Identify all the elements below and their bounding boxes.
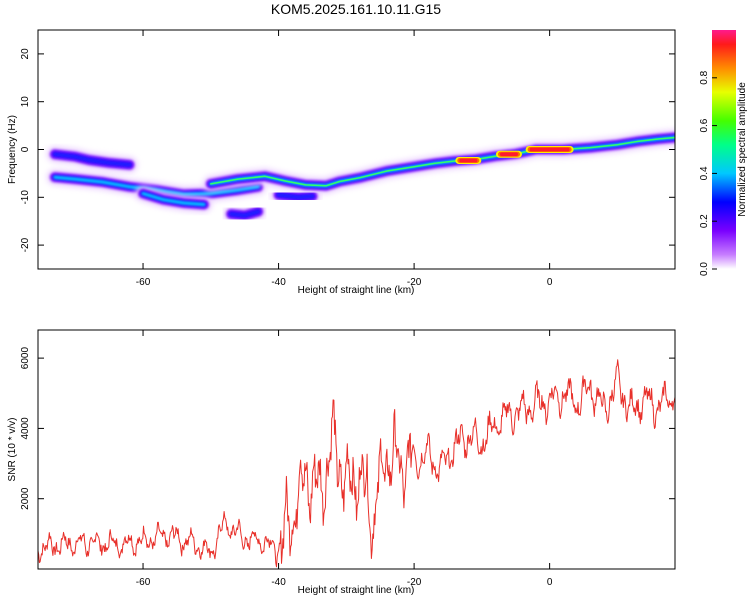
spectral-ridge xyxy=(228,209,261,218)
spectral-peak xyxy=(459,158,478,163)
snr-ylabel: SNR (10 * v/v) xyxy=(7,418,18,482)
y-tick-label: 4000 xyxy=(20,417,31,440)
snr-frame xyxy=(37,329,676,570)
spectral-ridge xyxy=(210,136,675,187)
colorbar-tick-label: 0.0 xyxy=(699,262,710,276)
y-tick-label: 10 xyxy=(20,96,31,108)
colorbar-gradient xyxy=(712,30,736,269)
y-tick-label: -20 xyxy=(20,237,31,252)
x-tick-label: 0 xyxy=(547,277,553,288)
colorbar-tick-label: 0.4 xyxy=(699,166,710,180)
snr-xlabel: Height of straight line (km) xyxy=(298,585,415,596)
colorbar-tick-label: 0.2 xyxy=(699,214,710,228)
snr-panel: -60 -40 -20 0 2000 4000 6000 SNR (10 * v/v) He… xyxy=(7,329,676,596)
x-tick-label: -60 xyxy=(136,277,151,288)
y-tick-label: 0 xyxy=(20,146,31,152)
colorbar: 0.0 0.2 0.4 0.6 0.8 Normalized spectral ampl… xyxy=(699,30,748,276)
y-tick-label: 20 xyxy=(20,48,31,60)
x-tick-label: -40 xyxy=(271,577,286,588)
spectrogram-ylabel: Frequency (Hz) xyxy=(7,115,18,184)
spectrogram-xlabel: Height of straight line (km) xyxy=(298,285,415,296)
y-tick-label: -10 xyxy=(20,190,31,205)
colorbar-tick-label: 0.8 xyxy=(699,70,710,84)
x-tick-label: 0 xyxy=(547,577,553,588)
y-tick-label: 6000 xyxy=(20,347,31,370)
snr-series-line xyxy=(38,359,675,568)
colorbar-label: Normalized spectral amplitude xyxy=(737,82,748,217)
colorbar-ticks: 0.0 0.2 0.4 0.6 0.8 xyxy=(699,70,717,276)
spectral-ridge xyxy=(141,192,206,206)
spectral-peak xyxy=(499,152,518,157)
spectrogram-ticks: -60 -40 -20 0 -20 -10 0 10 20 xyxy=(20,30,675,288)
spectrogram-heatmap xyxy=(46,129,675,224)
snr-ticks: -60 -40 -20 0 2000 4000 6000 xyxy=(20,330,675,588)
spectral-peak xyxy=(529,147,570,152)
colorbar-tick-label: 0.6 xyxy=(699,118,710,132)
chart-title: KOM5.2025.161.10.11.G15 xyxy=(271,1,441,17)
y-tick-label: 2000 xyxy=(20,487,31,510)
x-tick-label: -40 xyxy=(271,277,286,288)
spectrogram-panel: -60 -40 -20 0 -20 -10 0 10 20 Frequency (Hz) Hei… xyxy=(7,29,676,296)
x-tick-label: -60 xyxy=(136,577,151,588)
spectral-ridge xyxy=(52,151,132,168)
spectral-ridge xyxy=(276,192,315,200)
x-tick-label: -20 xyxy=(407,577,422,588)
x-tick-label: -20 xyxy=(407,277,422,288)
